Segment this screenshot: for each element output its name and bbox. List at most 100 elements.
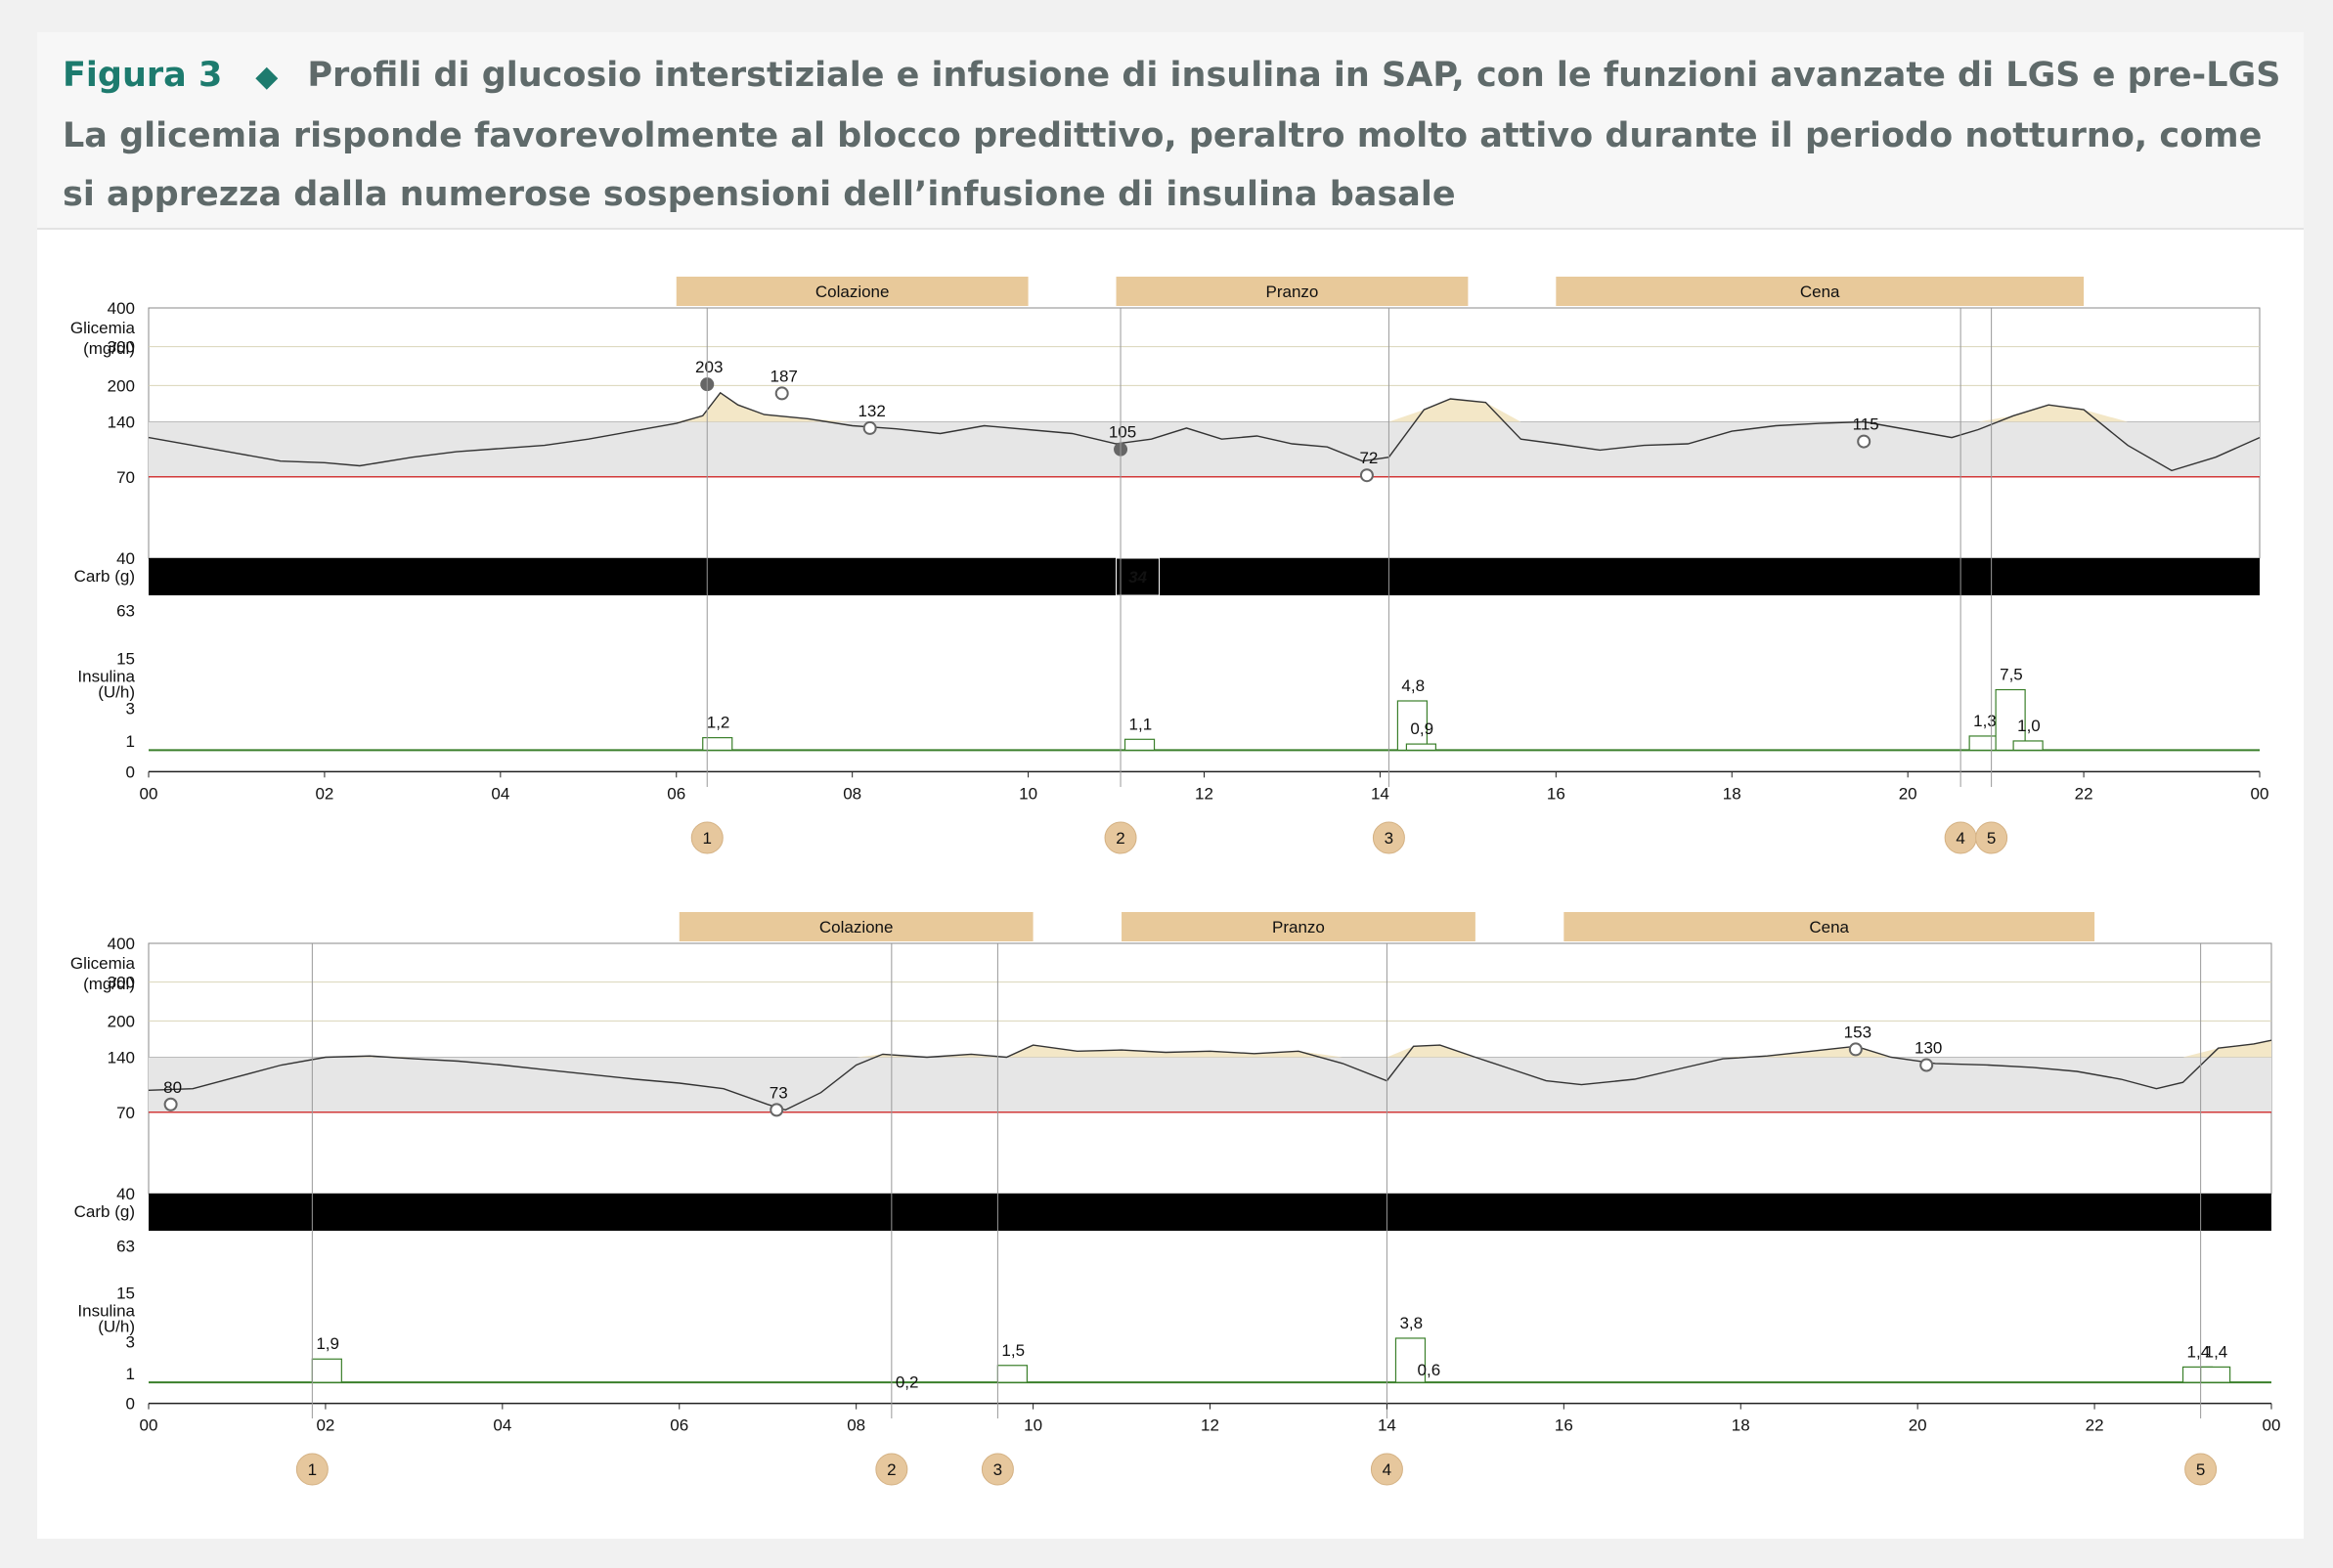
bolus-bar <box>1968 735 2000 751</box>
carb-band <box>149 558 2260 595</box>
glucose-axis-label: Glicemia <box>70 319 136 337</box>
glucose-tick-label: 140 <box>108 413 135 431</box>
event-marker-number: 1 <box>308 1460 317 1479</box>
x-tick-label: 16 <box>1547 784 1565 803</box>
glucose-tick-label: 200 <box>108 376 135 395</box>
glucose-reading-label: 105 <box>1109 423 1136 442</box>
event-marker-circle <box>1372 821 1405 854</box>
glucose-reading-point <box>1848 1042 1863 1057</box>
insulin-tick-label: 15 <box>116 1284 135 1302</box>
carb-entry-box <box>1116 557 1161 596</box>
insulin-axis-unit: (U/h) <box>98 683 135 702</box>
x-tick-label: 10 <box>1019 784 1037 803</box>
meal-band-pranzo <box>1116 277 1469 306</box>
glucose-reading-label: 72 <box>1359 449 1378 467</box>
meal-band-colazione <box>679 912 1034 941</box>
glucose-axis-unit: (mg/dl) <box>83 339 135 358</box>
insulin-tick-label: 63 <box>116 1237 135 1255</box>
meal-band-label: Cena <box>1809 918 1849 936</box>
bolus-bar <box>702 737 733 751</box>
x-tick-label: 10 <box>1024 1416 1042 1435</box>
glucose-reading-point <box>163 1097 178 1111</box>
insulin-tick-label: 1 <box>126 1365 135 1383</box>
insulin-tick-label: 63 <box>116 602 135 621</box>
x-tick-label: 02 <box>315 784 333 803</box>
insulin-axis-label: Insulina <box>77 668 135 686</box>
event-marker-circle <box>690 821 724 854</box>
charts-container: Colazione Pranzo Cena4003002001407040Glice… <box>70 277 2280 1486</box>
insulin-rate-label: 0,2 <box>896 1372 919 1391</box>
insulin-tick-label: 3 <box>126 700 135 719</box>
glucose-tick-label: 40 <box>116 1185 135 1203</box>
event-marker-number: 1 <box>703 829 712 848</box>
x-tick-label: 04 <box>491 784 509 803</box>
insulin-rate-label: 1,4 <box>2187 1342 2211 1361</box>
insulin-rate-label: 7,5 <box>2000 666 2023 684</box>
glucose-reading-point <box>1359 468 1374 483</box>
glucose-reading-label: 132 <box>858 402 885 420</box>
bolus-bar <box>1123 738 1156 751</box>
glucose-tick-label: 70 <box>116 1104 135 1122</box>
insulin-tick-label: 1 <box>126 732 135 751</box>
event-marker-number: 2 <box>1116 829 1124 848</box>
glucose-line <box>148 391 2261 472</box>
insulin-rate-label: 1,3 <box>1973 712 1997 730</box>
glucose-axis-unit: (mg/dl) <box>83 975 135 993</box>
glucose-reading-point <box>770 1103 784 1117</box>
figure-label: Figura 3 <box>63 56 223 95</box>
x-tick-label: 00 <box>140 1416 158 1435</box>
caption-header: Figura 3 ◆ Profili di glucosio interstizia… <box>37 32 2304 230</box>
bolus-bar <box>1396 700 1429 751</box>
bolus-bar <box>2012 740 2044 751</box>
x-tick-label: 14 <box>1378 1416 1396 1435</box>
bolus-bar <box>996 1365 1029 1383</box>
insulin-rate-label: 0,9 <box>1410 719 1433 738</box>
x-tick-label: 16 <box>1555 1416 1573 1435</box>
insulin-rate-label: 4,8 <box>1401 676 1425 695</box>
bolus-bar <box>1394 1337 1427 1383</box>
bolus-bar <box>311 1358 342 1383</box>
bolus-bar <box>1405 743 1437 751</box>
glucose-reading-label: 80 <box>163 1078 182 1097</box>
carb-band <box>149 1194 2271 1231</box>
x-tick-label: 20 <box>1899 784 1917 803</box>
caption-text: Profili di glucosio interstiziale e infu… <box>63 56 2281 214</box>
x-tick-label: 00 <box>2251 784 2269 803</box>
meal-band-label: Pranzo <box>1272 918 1325 936</box>
insulin-tick-label: 15 <box>116 650 135 669</box>
x-tick-label: 02 <box>316 1416 334 1435</box>
insulin-rate-label: 1,0 <box>2017 717 2041 735</box>
event-marker-circle <box>875 1453 908 1486</box>
bolus-bar <box>1995 688 2026 751</box>
insulin-axis-unit: (U/h) <box>98 1317 135 1335</box>
glucose-reading-label: 153 <box>1844 1023 1871 1041</box>
meal-band-label: Colazione <box>815 283 890 301</box>
event-marker-circle <box>1975 821 2008 854</box>
insulin-tick-label: 0 <box>126 1395 135 1414</box>
glucose-reading-point <box>1857 434 1871 449</box>
meal-band-label: Cena <box>1800 283 1840 301</box>
carb-entry-value: 34 <box>1128 568 1147 587</box>
glucose-reading-label: 130 <box>1915 1039 1942 1058</box>
x-tick-label: 12 <box>1201 1416 1219 1435</box>
figure-caption: Figura 3 ◆ Profili di glucosio interstizia… <box>63 46 2282 224</box>
glucose-tick-label: 140 <box>108 1048 135 1067</box>
event-marker-circle <box>981 1453 1014 1486</box>
x-tick-label: 06 <box>667 784 685 803</box>
glucose-reading-point <box>1919 1058 1934 1072</box>
carb-axis-label: Carb (g) <box>74 1202 135 1221</box>
insulin-tick-label: 3 <box>126 1332 135 1351</box>
meal-band-cena <box>1563 912 2095 941</box>
glucose-reading-label: 115 <box>1853 415 1879 434</box>
event-marker-number: 3 <box>993 1460 1002 1479</box>
glucose-reading-point <box>862 420 877 435</box>
insulin-rate-label: 1,4 <box>2205 1342 2228 1361</box>
insulin-rate-label: 1,2 <box>707 714 730 732</box>
target-range-band <box>149 1057 2271 1112</box>
glucose-reading-label: 203 <box>695 358 723 376</box>
target-range-band <box>149 421 2260 477</box>
event-marker-circle <box>295 1453 329 1486</box>
x-tick-label: 22 <box>2075 784 2093 803</box>
x-tick-label: 20 <box>1909 1416 1927 1435</box>
insulin-rate-label: 1,1 <box>1129 715 1153 733</box>
